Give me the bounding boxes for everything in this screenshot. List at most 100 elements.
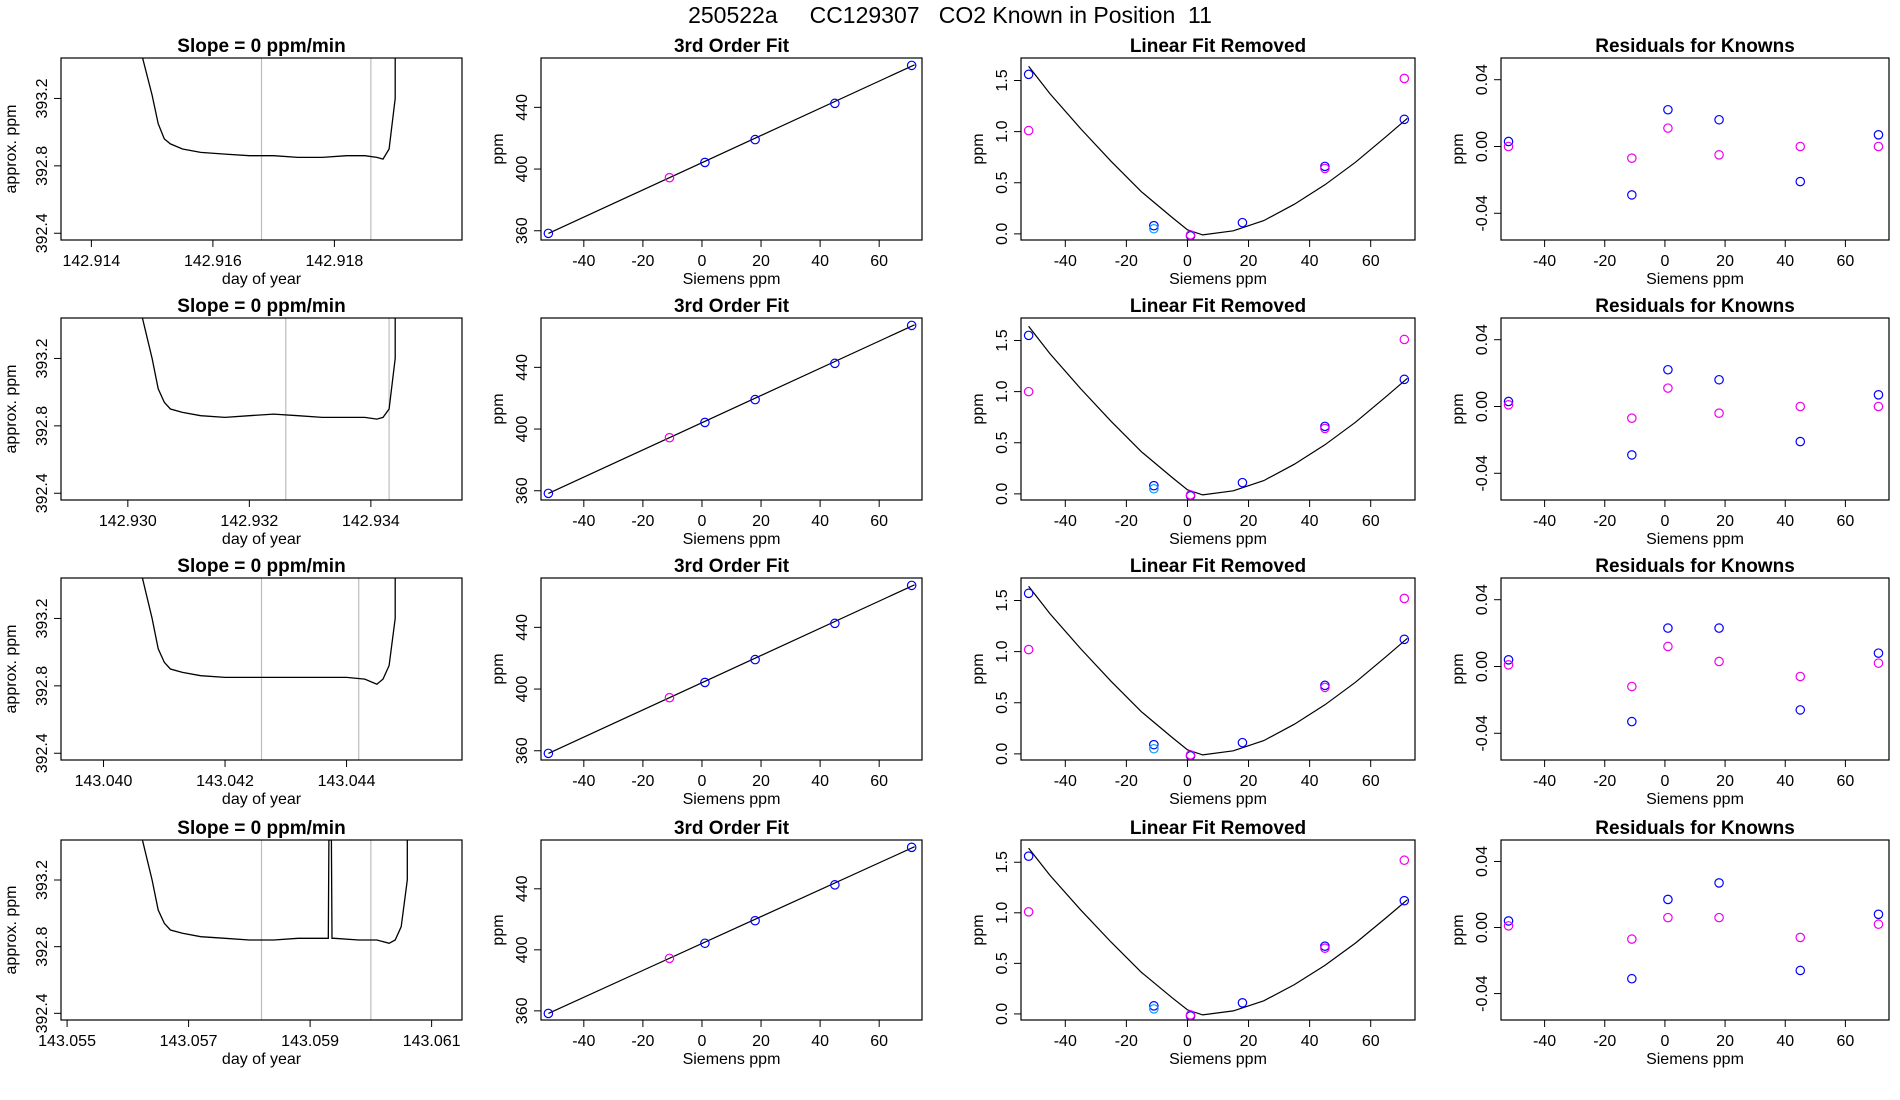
x-tick-label: 20 xyxy=(1240,773,1258,790)
y-axis-label: ppm xyxy=(490,653,507,684)
x-tick-label: 40 xyxy=(811,253,829,270)
point-blue xyxy=(1320,161,1330,172)
plot-frame xyxy=(540,577,923,761)
panel-r1-c1: Slope = 0 ppm/min 142.914 142.916 142.918 39… xyxy=(3,36,463,288)
plot-area xyxy=(141,58,396,160)
point-blue xyxy=(1237,477,1248,488)
point-magenta xyxy=(1023,644,1034,655)
point-blue xyxy=(1627,973,1637,984)
y-tick-label: 1.0 xyxy=(994,902,1011,924)
x-axis-label: Siemens ppm xyxy=(1169,1051,1267,1068)
y-tick-label: 393.2 xyxy=(34,598,51,638)
point-blue xyxy=(1795,436,1806,447)
fit-line xyxy=(1028,325,1408,496)
plot-frame xyxy=(1500,839,1890,1021)
chart-title: Linear Fit Removed xyxy=(1130,296,1306,317)
x-tick-label: 143.057 xyxy=(160,1033,218,1050)
plot-area xyxy=(1023,847,1410,1020)
fit-line xyxy=(1028,847,1408,1016)
y-tick-label: 0.5 xyxy=(994,432,1011,454)
point-blue xyxy=(700,938,710,949)
y-tick-label: 1.5 xyxy=(994,329,1011,351)
x-tick-label: 20 xyxy=(752,773,770,790)
point-blue xyxy=(750,134,760,145)
y-tick-label: 0.00 xyxy=(1474,651,1491,682)
y-tick-label: 360 xyxy=(514,997,531,1024)
trace-line xyxy=(141,318,396,420)
point-cyan xyxy=(1149,1004,1159,1014)
y-tick-label: 360 xyxy=(514,737,531,764)
point-blue xyxy=(1237,737,1248,748)
point-magenta xyxy=(1320,163,1330,174)
point-magenta xyxy=(1627,681,1637,692)
y-tick-label: 0.0 xyxy=(994,1003,1011,1025)
point-blue xyxy=(1320,680,1330,691)
x-axis-label: Siemens ppm xyxy=(1169,531,1267,548)
point-blue xyxy=(906,580,917,591)
page-title: 250522a CC129307 CO2 Known in Position 1… xyxy=(688,2,1212,28)
panel-r4-c1: Slope = 0 ppm/min 143.055 143.057 143.059 14… xyxy=(3,818,463,1068)
x-tick-label: 60 xyxy=(1362,773,1380,790)
x-axis-label: Siemens ppm xyxy=(683,1051,781,1068)
point-blue xyxy=(1149,739,1159,750)
point-magenta xyxy=(1795,671,1806,682)
point-blue xyxy=(1663,623,1673,633)
y-axis-label: ppm xyxy=(490,914,507,945)
x-tick-label: -20 xyxy=(1115,513,1138,530)
y-axis-label: approx. ppm xyxy=(3,365,20,454)
point-cyan xyxy=(1149,483,1159,494)
x-tick-label: 60 xyxy=(870,773,888,790)
point-magenta xyxy=(664,172,675,183)
point-magenta xyxy=(1399,593,1410,604)
point-blue xyxy=(906,320,917,331)
y-tick-label: 392.8 xyxy=(34,406,51,446)
x-tick-label: 0 xyxy=(1183,513,1192,530)
plot-frame xyxy=(60,839,463,1021)
y-axis-label: ppm xyxy=(490,393,507,424)
x-tick-label: 20 xyxy=(752,1033,770,1050)
panel-r1-c3: Linear Fit Removed -40 -20 0 20 40 60 0.0 0.5 1.0… xyxy=(970,36,1416,288)
plot-frame xyxy=(60,577,463,761)
chart-title: Linear Fit Removed xyxy=(1130,36,1306,57)
chart-title: Linear Fit Removed xyxy=(1130,556,1306,577)
panel-r1-c4: Residuals for Knowns -40 -20 0 20 40 60 -0.04 0.… xyxy=(1450,36,1890,288)
point-blue xyxy=(830,358,840,369)
point-magenta xyxy=(1320,423,1330,434)
x-tick-label: -40 xyxy=(572,1033,595,1050)
point-blue xyxy=(1663,104,1673,115)
y-tick-label: 400 xyxy=(514,156,531,183)
point-blue xyxy=(750,394,760,405)
point-blue xyxy=(1663,364,1673,375)
x-tick-label: 0 xyxy=(1183,253,1192,270)
x-tick-label: 142.918 xyxy=(305,253,363,270)
x-tick-label: 40 xyxy=(811,513,829,530)
point-blue xyxy=(1149,220,1159,231)
fit-line xyxy=(1028,585,1408,756)
chart-title: Residuals for Knowns xyxy=(1595,296,1795,317)
x-tick-label: -40 xyxy=(1054,513,1077,530)
x-tick-label: 20 xyxy=(752,513,770,530)
point-magenta xyxy=(664,432,675,443)
x-tick-label: -20 xyxy=(1115,773,1138,790)
point-blue xyxy=(906,60,917,71)
x-tick-label: 143.042 xyxy=(196,773,254,790)
fit-line xyxy=(548,324,915,494)
point-magenta xyxy=(1185,230,1196,240)
point-blue xyxy=(1399,634,1410,645)
y-tick-label: 360 xyxy=(514,217,531,244)
x-tick-label: 143.040 xyxy=(75,773,133,790)
x-tick-label: 142.916 xyxy=(184,253,242,270)
y-tick-label: 440 xyxy=(514,94,531,121)
y-axis-label: approx. ppm xyxy=(3,886,20,975)
x-axis-label: Siemens ppm xyxy=(1169,271,1267,288)
fit-line xyxy=(548,584,915,754)
point-blue xyxy=(906,842,917,853)
y-tick-label: 0.00 xyxy=(1474,912,1491,943)
plot-frame xyxy=(1020,57,1416,241)
point-blue xyxy=(1714,374,1724,385)
panel-r2-c3: Linear Fit Removed -40 -20 0 20 40 60 0.0 0.5 1.0… xyxy=(970,296,1416,548)
point-blue xyxy=(1873,648,1884,658)
point-magenta xyxy=(1873,919,1884,930)
y-tick-label: 392.8 xyxy=(34,146,51,186)
